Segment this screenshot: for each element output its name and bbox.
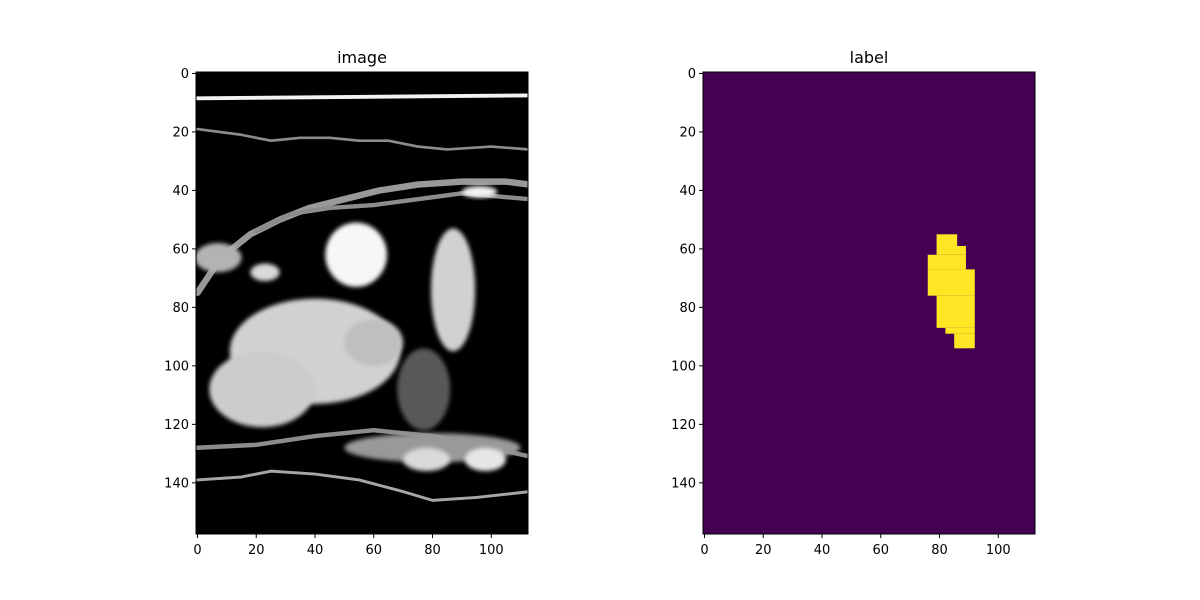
x-tick-label: 60: [872, 543, 889, 558]
y-tick-label: 0: [688, 67, 696, 82]
label-mask-cell: [936, 295, 975, 328]
label-x-axis: 0 20 40 60 80 100: [700, 534, 1011, 558]
y-tick-label: 40: [679, 184, 696, 199]
y-tick-label: 140: [164, 476, 189, 491]
bright-line: [196, 178, 528, 296]
label-panel-frame: [702, 71, 1036, 535]
y-tick-label: 60: [679, 242, 696, 257]
x-tick-label: 100: [479, 543, 504, 558]
y-tick-label: 80: [172, 301, 189, 316]
bright-line: [196, 127, 528, 151]
bright-blob: [464, 447, 506, 472]
y-tick-label: 60: [172, 242, 189, 257]
bright-line: [196, 469, 528, 502]
bright-blob: [461, 186, 498, 198]
image-y-axis: 0 20 40 60 80 100 120 140: [164, 67, 196, 491]
x-tick-label: 80: [931, 543, 948, 558]
bright-line: [196, 93, 528, 101]
y-tick-label: 100: [671, 359, 696, 374]
x-tick-label: 0: [193, 543, 201, 558]
label-mask-cell: [936, 245, 966, 255]
label-mask-cell: [927, 269, 975, 296]
y-tick-label: 20: [679, 125, 696, 140]
bright-blob: [250, 263, 280, 282]
label-mask-cell: [927, 254, 966, 270]
bright-blob: [403, 447, 451, 472]
label-panel: label 0 20 40 60 80 100 0 20 40 60 80 100 120 140: [671, 48, 1036, 558]
image-panel-frame: [195, 71, 529, 535]
x-tick-label: 60: [365, 543, 382, 558]
x-tick-label: 0: [700, 543, 708, 558]
bright-blob: [325, 222, 387, 287]
x-tick-label: 100: [986, 543, 1011, 558]
x-tick-label: 20: [755, 543, 772, 558]
bright-blob: [209, 351, 315, 428]
image-intensity-features: [196, 93, 528, 502]
bright-line: [254, 191, 528, 234]
label-panel-background: [703, 72, 1035, 534]
bright-blob: [344, 319, 404, 366]
x-tick-label: 20: [248, 543, 265, 558]
y-tick-label: 100: [164, 359, 189, 374]
bright-blob: [397, 348, 451, 431]
image-panel: image 0 20 40 60 80 100 0 20 40 60 80 100 120 140: [164, 48, 529, 558]
image-x-axis: 0 20 40 60 80 100: [193, 534, 504, 558]
x-tick-label: 40: [814, 543, 831, 558]
label-mask-region: [927, 234, 975, 349]
bright-blob: [431, 228, 476, 352]
y-tick-label: 0: [181, 67, 189, 82]
label-panel-title: label: [850, 48, 889, 67]
x-tick-label: 40: [307, 543, 324, 558]
image-panel-title: image: [337, 48, 387, 67]
y-tick-label: 140: [671, 476, 696, 491]
y-tick-label: 120: [164, 418, 189, 433]
y-tick-label: 120: [671, 418, 696, 433]
label-mask-cell: [936, 234, 958, 246]
x-tick-label: 80: [424, 543, 441, 558]
y-tick-label: 40: [172, 184, 189, 199]
y-tick-label: 80: [679, 301, 696, 316]
bright-blob: [196, 243, 242, 273]
label-mask-cell: [945, 327, 975, 334]
y-tick-label: 20: [172, 125, 189, 140]
label-y-axis: 0 20 40 60 80 100 120 140: [671, 67, 703, 491]
label-mask-cell: [954, 333, 975, 349]
